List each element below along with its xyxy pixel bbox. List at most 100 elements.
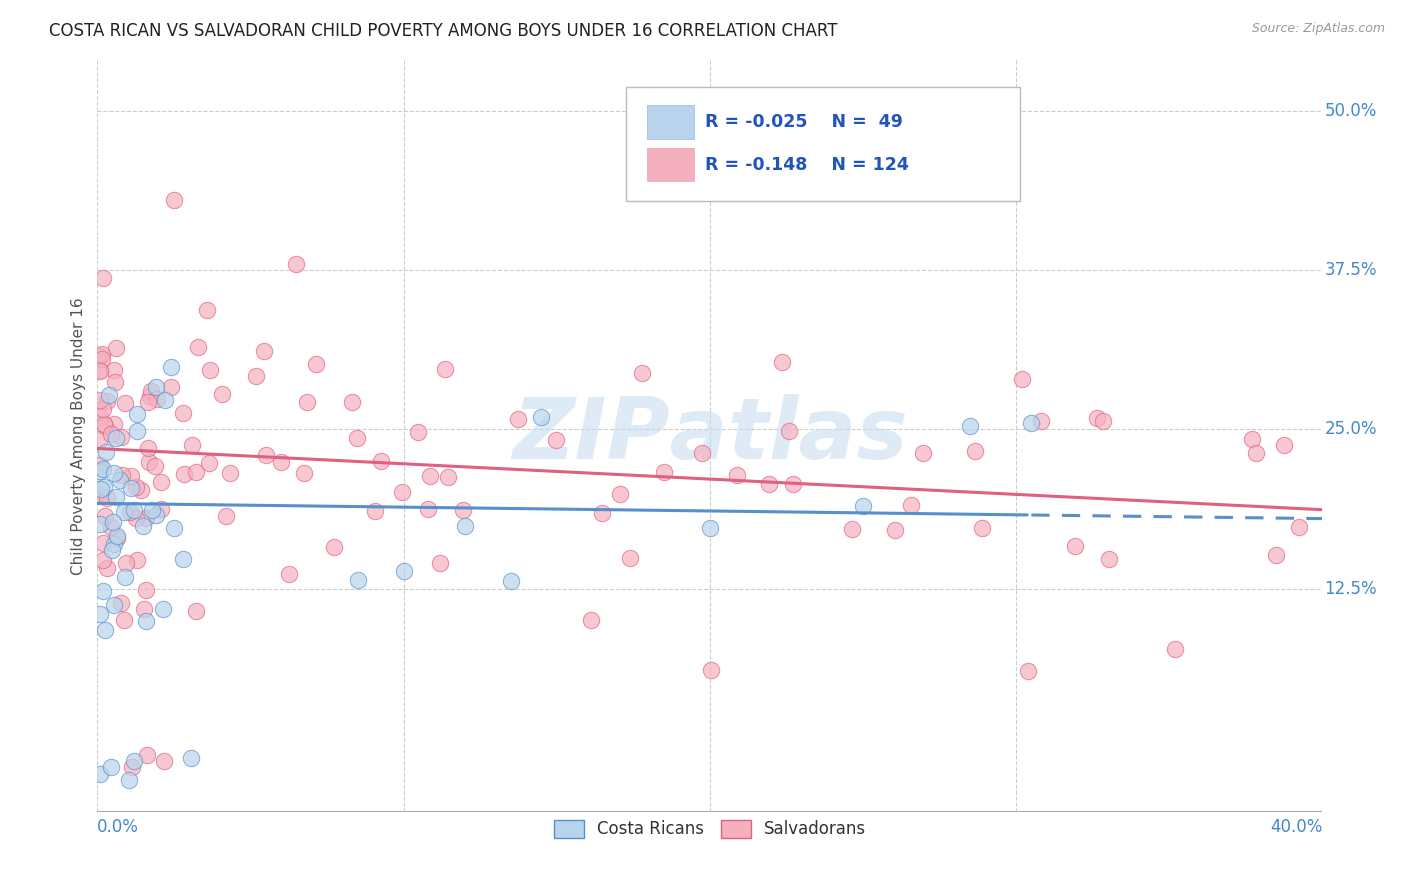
Point	[254, 448, 277, 462]
Point	[972, 521, 994, 535]
Point	[135, 614, 157, 628]
Point	[852, 500, 875, 514]
Point	[127, 408, 149, 422]
Point	[215, 509, 238, 524]
Point	[103, 537, 125, 551]
Point	[699, 521, 721, 535]
Point	[96, 491, 118, 505]
Point	[138, 455, 160, 469]
Point	[841, 522, 863, 536]
Point	[277, 567, 299, 582]
Point	[91, 584, 114, 599]
Point	[132, 602, 155, 616]
Point	[172, 552, 194, 566]
Point	[198, 456, 221, 470]
Point	[105, 431, 128, 445]
Text: COSTA RICAN VS SALVADORAN CHILD POVERTY AMONG BOYS UNDER 16 CORRELATION CHART: COSTA RICAN VS SALVADORAN CHILD POVERTY …	[49, 22, 838, 40]
Point	[125, 480, 148, 494]
Point	[1288, 520, 1310, 534]
Point	[295, 395, 318, 409]
Point	[110, 430, 132, 444]
Point	[135, 583, 157, 598]
Point	[143, 458, 166, 473]
Point	[93, 417, 115, 431]
Point	[285, 257, 308, 271]
Point	[89, 458, 111, 472]
Point	[101, 542, 124, 557]
Point	[90, 351, 112, 366]
Point	[1092, 414, 1115, 428]
Point	[211, 386, 233, 401]
Point	[150, 475, 173, 489]
Point	[652, 465, 675, 479]
Point	[120, 481, 142, 495]
Point	[591, 506, 613, 520]
Point	[346, 573, 368, 587]
Point	[419, 469, 441, 483]
Point	[200, 363, 222, 377]
Point	[270, 455, 292, 469]
FancyBboxPatch shape	[627, 87, 1019, 201]
Point	[163, 521, 186, 535]
Point	[110, 596, 132, 610]
Point	[145, 508, 167, 522]
Point	[103, 598, 125, 612]
Point	[118, 772, 141, 787]
Point	[136, 441, 159, 455]
Point	[94, 419, 117, 434]
Point	[1031, 414, 1053, 428]
Point	[391, 485, 413, 500]
Point	[124, 754, 146, 768]
Point	[121, 760, 143, 774]
Point	[91, 402, 114, 417]
Point	[1011, 372, 1033, 386]
Point	[103, 466, 125, 480]
Point	[1019, 416, 1042, 430]
Point	[96, 393, 118, 408]
Point	[100, 520, 122, 534]
Y-axis label: Child Poverty Among Boys Under 16: Child Poverty Among Boys Under 16	[72, 297, 86, 574]
Point	[100, 427, 122, 442]
Point	[609, 486, 631, 500]
Point	[912, 446, 935, 460]
Point	[132, 519, 155, 533]
Point	[187, 340, 209, 354]
Point	[101, 516, 124, 530]
FancyBboxPatch shape	[647, 148, 693, 181]
Text: 40.0%: 40.0%	[1270, 818, 1322, 837]
Point	[579, 613, 602, 627]
Point	[103, 417, 125, 432]
Point	[115, 557, 138, 571]
Point	[89, 607, 111, 621]
Point	[530, 410, 553, 425]
Point	[89, 409, 111, 424]
Point	[91, 536, 114, 550]
Point	[114, 570, 136, 584]
Point	[120, 505, 142, 519]
Point	[437, 469, 460, 483]
Point	[451, 502, 474, 516]
Point	[1265, 548, 1288, 562]
Point	[145, 380, 167, 394]
Point	[184, 465, 207, 479]
Point	[104, 491, 127, 505]
Point	[89, 350, 111, 364]
Text: 12.5%: 12.5%	[1324, 580, 1378, 598]
Text: 0.0%: 0.0%	[97, 818, 139, 837]
Point	[1017, 664, 1039, 678]
Point	[454, 519, 477, 533]
Point	[94, 623, 117, 637]
Point	[1064, 539, 1087, 553]
Point	[89, 364, 111, 378]
Point	[98, 388, 121, 402]
Point	[104, 375, 127, 389]
Point	[1241, 432, 1264, 446]
Point	[322, 540, 344, 554]
Point	[506, 412, 529, 426]
Point	[195, 302, 218, 317]
Text: 37.5%: 37.5%	[1324, 261, 1376, 279]
Point	[406, 425, 429, 439]
Point	[363, 504, 385, 518]
Point	[782, 477, 804, 491]
Point	[89, 362, 111, 376]
